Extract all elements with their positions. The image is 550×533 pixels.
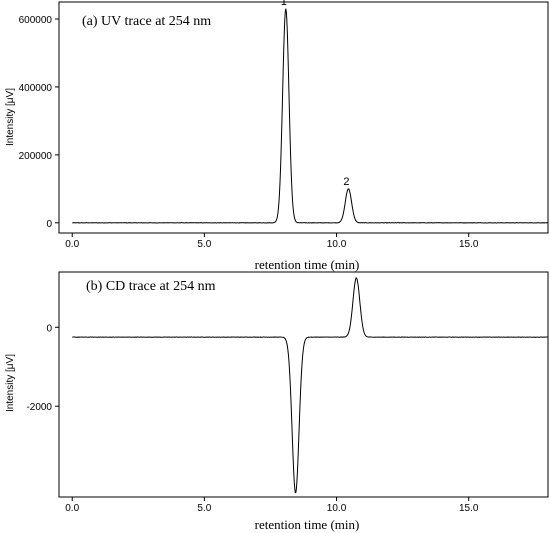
uv-panel-title: (a) UV trace at 254 nm: [82, 14, 211, 29]
y-tick-label: 0: [46, 323, 52, 334]
peak-label: 1: [281, 0, 287, 8]
x-tick-label: 10.0: [327, 239, 347, 250]
x-tick-label: 5.0: [197, 239, 211, 250]
uv-trace-panel: (a) UV trace at 254 nm Intensity [μV] re…: [5, 0, 549, 272]
cd-x-axis-label: retention time (min): [255, 517, 360, 532]
x-tick-label: 15.0: [459, 239, 479, 250]
uv-x-ticks: 0.0 5.0 10.0 15.0: [65, 233, 479, 250]
uv-x-axis-label: retention time (min): [255, 257, 360, 272]
cd-plot-frame: [58, 271, 549, 498]
y-tick-label: 0: [46, 219, 52, 230]
cd-y-axis-label: Intensity [μV]: [5, 354, 16, 412]
y-tick-label: 600000: [19, 15, 53, 26]
cd-x-ticks: 0.0 5.0 10.0 15.0: [65, 497, 479, 514]
x-tick-label: 0.0: [65, 503, 79, 514]
uv-y-ticks: 0 200000 400000 600000: [19, 15, 59, 230]
cd-panel-title: (b) CD trace at 254 nm: [86, 279, 216, 294]
x-tick-label: 0.0: [65, 239, 79, 250]
x-tick-label: 5.0: [197, 503, 211, 514]
peak-label: 2: [343, 176, 349, 188]
y-tick-label: -2000: [26, 402, 52, 413]
y-tick-label: 400000: [19, 83, 53, 94]
x-tick-label: 10.0: [327, 503, 347, 514]
uv-plot-frame: [58, 1, 549, 234]
cd-trace-panel: (b) CD trace at 254 nm Intensity [μV] re…: [5, 271, 549, 532]
cd-y-ticks: 0 -2000: [26, 323, 59, 413]
cd-trace-line: [72, 277, 549, 494]
uv-peak-labels: 12: [281, 0, 350, 188]
y-tick-label: 200000: [19, 151, 53, 162]
uv-y-axis-label: Intensity [μV]: [5, 88, 16, 146]
x-tick-label: 15.0: [459, 503, 479, 514]
uv-trace-line: [72, 8, 549, 224]
